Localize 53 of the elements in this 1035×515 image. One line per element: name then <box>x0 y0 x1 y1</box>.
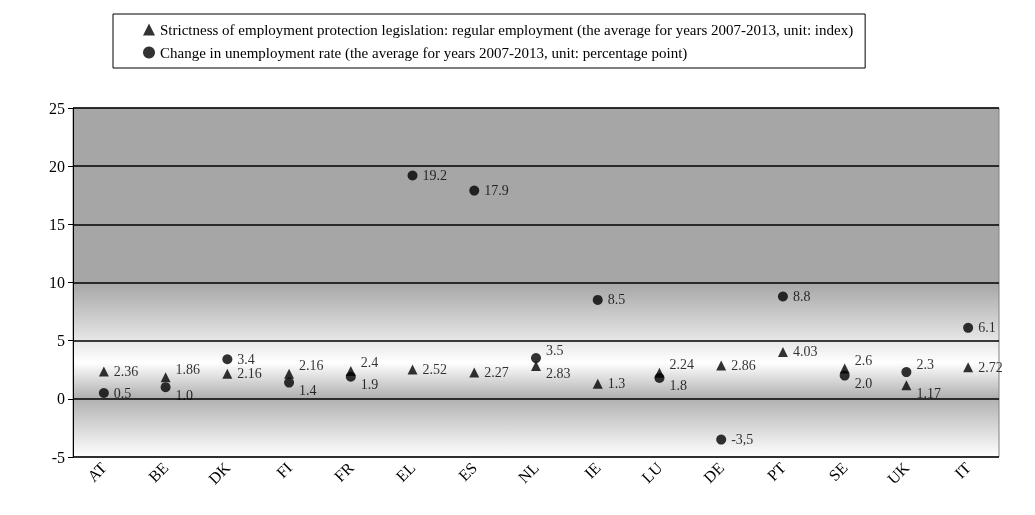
x-tick-label: FR <box>330 458 358 485</box>
y-tick-label: 0 <box>57 390 65 408</box>
y-tick-label: 5 <box>57 332 65 350</box>
x-tick-label: IE <box>581 458 604 482</box>
y-tick-label: 15 <box>49 215 65 233</box>
data-label: 2.4 <box>360 355 379 371</box>
data-label: 2.0 <box>854 376 873 392</box>
data-label: -3,5 <box>731 432 754 448</box>
data-label: 2.16 <box>237 366 262 382</box>
y-tick-label: 20 <box>49 157 65 175</box>
data-label: 3.4 <box>237 351 255 367</box>
x-tick-label: NL <box>514 458 543 487</box>
data-label: 2.3 <box>916 356 934 372</box>
x-tick-label: DK <box>204 458 234 488</box>
legend-label: Strictness of employment protection legislation: regular employment (the average for years 2007-2013, unit: index) <box>160 21 854 39</box>
data-label: 3.5 <box>546 342 564 358</box>
data-label: 0.5 <box>113 385 132 401</box>
data-label: 1.9 <box>360 377 379 393</box>
x-tick-label: ES <box>455 458 481 485</box>
data-label: 2.16 <box>299 358 324 374</box>
data-label: 2.24 <box>669 357 694 373</box>
data-label: 1.86 <box>175 361 201 377</box>
y-tick-label: 10 <box>49 274 65 291</box>
data-label: 1.4 <box>299 383 317 399</box>
data-label: 6.1 <box>978 320 996 336</box>
data-label: 2.86 <box>731 358 756 374</box>
y-tick-label: -5 <box>51 448 65 466</box>
data-label: 17.9 <box>484 183 509 199</box>
data-label: 2.6 <box>854 353 873 369</box>
x-tick-label: FI <box>273 458 296 482</box>
y-tick-label: 25 <box>49 99 65 117</box>
data-label: 1.8 <box>669 378 687 394</box>
data-label: 4.03 <box>792 344 818 360</box>
data-label: 19.2 <box>422 167 448 183</box>
x-tick-label: LU <box>638 458 666 487</box>
x-tick-label: SE <box>825 458 851 485</box>
data-label: 2.36 <box>113 363 139 379</box>
x-tick-label: DE <box>700 458 728 487</box>
data-label: 2.72 <box>978 359 1003 375</box>
x-tick-label: IT <box>951 458 975 482</box>
data-label: 1.3 <box>607 376 626 392</box>
data-label: 2.52 <box>422 362 448 378</box>
data-label: 1.17 <box>916 385 941 401</box>
data-label: 2.27 <box>484 364 509 380</box>
data-label: 8.8 <box>792 288 811 304</box>
x-tick-label: EL <box>392 458 419 485</box>
x-tick-label: UK <box>884 458 913 488</box>
data-label: 8.5 <box>607 292 626 308</box>
data-label: 2.83 <box>546 366 571 382</box>
legend-label: Change in unemployment rate (the average for years 2007-2013, unit: percentage point) <box>160 44 688 62</box>
x-tick-label: AT <box>84 458 111 485</box>
x-tick-label: PT <box>763 458 790 485</box>
x-tick-label: BE <box>145 458 172 486</box>
